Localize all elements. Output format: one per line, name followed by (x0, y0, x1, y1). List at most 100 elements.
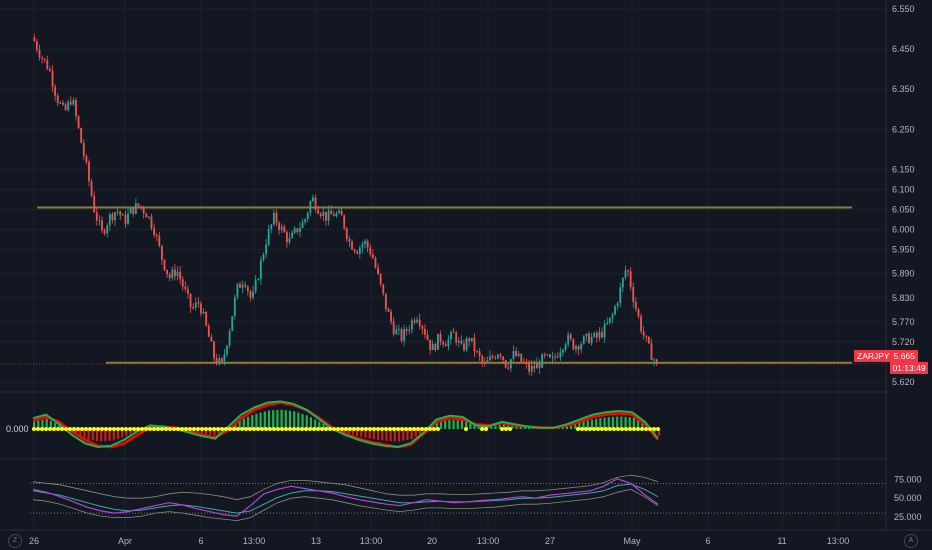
candle-body (171, 269, 174, 278)
candle-body (556, 356, 559, 358)
oscillator-histogram-bar (116, 429, 120, 439)
oscillator-histogram-bar (213, 429, 216, 436)
candle-body (205, 311, 208, 326)
candle-body (236, 283, 239, 298)
candle-body (244, 284, 247, 287)
candle-body (382, 284, 385, 294)
zero-cross-dot (68, 427, 72, 431)
oscillator-histogram-bar (95, 429, 99, 442)
price-tick-label: 6.100 (892, 184, 915, 194)
candle-body (614, 306, 616, 315)
candle-body (619, 287, 622, 304)
candle-body (93, 195, 96, 213)
zero-cross-dot (316, 427, 320, 431)
oscillator-histogram-bar (267, 410, 271, 429)
zero-cross-dot (368, 427, 372, 431)
zero-cross-dot (40, 427, 44, 431)
zero-cross-dot (284, 427, 288, 431)
zero-cross-dot (208, 427, 212, 431)
zero-cross-dot (344, 427, 348, 431)
zero-cross-dot (80, 427, 84, 431)
candle-body (348, 239, 351, 242)
candle-body (504, 360, 507, 368)
oscillator-histogram-bar (519, 426, 522, 429)
oscillator-histogram-bar (473, 425, 476, 429)
zero-cross-dot (60, 427, 64, 431)
timezone-icon[interactable]: Z (8, 534, 22, 548)
rsi-pane (30, 474, 886, 522)
candle-body (533, 365, 536, 369)
candle-body (397, 329, 400, 331)
oscillator-histogram-bar (582, 421, 585, 429)
oscillator-histogram-bar (37, 420, 40, 429)
zero-cross-dot (88, 427, 92, 431)
zero-cross-dot (348, 427, 352, 431)
candle-body (442, 341, 445, 345)
candle-body (444, 344, 447, 347)
oscillator-histogram-bar (502, 424, 505, 429)
candle-body (228, 330, 231, 346)
candle-body (72, 100, 75, 105)
candle-body (426, 334, 429, 340)
oscillator-histogram-bar (376, 429, 380, 440)
candle-body (301, 222, 304, 229)
zero-cross-dot (304, 427, 308, 431)
candle-body (564, 344, 567, 350)
candle-body (241, 284, 244, 288)
candle-body (127, 213, 129, 224)
zero-cross-dot (624, 427, 628, 431)
zero-cross-dot (288, 427, 292, 431)
oscillator-histogram-bar (460, 420, 464, 429)
oscillator-histogram-bar (74, 429, 78, 435)
candle-body (192, 307, 195, 309)
oscillator-histogram-bar (439, 421, 443, 429)
candle-body (111, 214, 114, 221)
oscillator-histogram-bar (389, 429, 392, 442)
price-tick-label: 6.250 (892, 124, 915, 134)
oscillator-histogram-bar (87, 429, 90, 440)
candle-body (200, 303, 202, 314)
candle-body (299, 228, 301, 233)
zero-cross-dot (296, 427, 300, 431)
candle-body (499, 354, 502, 357)
rsi-line (32, 478, 659, 517)
oscillator-histogram-bar (658, 429, 661, 436)
time-axis[interactable]: 26 Apr 6 13:00 13 13:00 20 13:00 27 May 6 11 13:00 (29, 536, 849, 546)
candle-body (56, 95, 59, 103)
candle-body (640, 316, 642, 332)
price-axis[interactable]: 6.550 6.450 6.350 6.250 6.150 6.100 6.050 6.000… (892, 4, 915, 387)
candle-body (384, 293, 387, 310)
zero-cross-dot (280, 427, 284, 431)
oscillator-histogram-bar (209, 429, 212, 435)
candle-body (293, 228, 296, 233)
oscillator-histogram-bar (590, 419, 594, 429)
candle-body (145, 213, 148, 218)
oscillator-histogram-bar (372, 429, 375, 440)
oscillator-histogram-bar (611, 416, 615, 429)
oscillator-histogram-bar (569, 424, 573, 429)
candle-body (468, 338, 471, 341)
zero-cross-dot (652, 427, 656, 431)
pane-separators[interactable] (0, 0, 932, 531)
oscillator-histogram-bar (620, 416, 623, 429)
zero-cross-dot (96, 427, 100, 431)
candle-body (291, 232, 294, 239)
zero-cross-dot (636, 427, 640, 431)
candle-body (403, 329, 406, 341)
oscillator-histogram-bar (628, 417, 631, 429)
candle-body (489, 356, 491, 361)
candle-body (374, 258, 377, 268)
candle-body (392, 321, 395, 335)
zero-cross-dot (240, 427, 244, 431)
oscillator-histogram-bar (641, 422, 644, 429)
candle-body (319, 213, 322, 217)
oscillator-histogram-bar (200, 429, 203, 434)
oscillator-histogram-bar (58, 425, 61, 429)
price-tick-label: 6.050 (892, 205, 915, 215)
zero-cross-dot (644, 427, 648, 431)
time-tick-label: 11 (777, 536, 786, 546)
auto-scale-icon[interactable]: A (904, 534, 918, 548)
candle-body (554, 356, 557, 358)
candle-body (176, 271, 179, 277)
